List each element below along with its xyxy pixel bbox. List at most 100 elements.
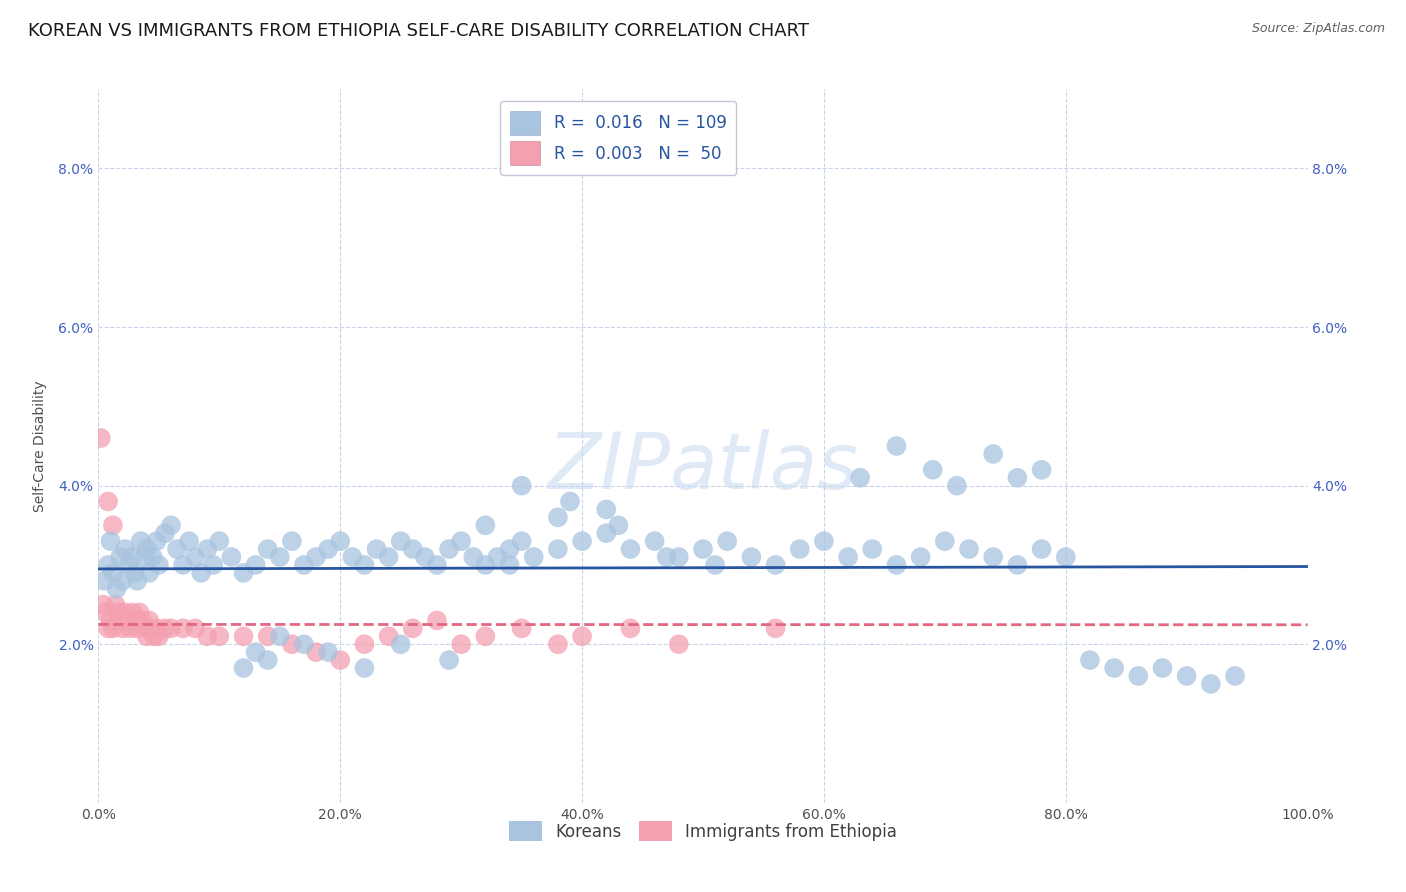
Point <box>221 549 243 564</box>
Point <box>523 549 546 564</box>
Point <box>101 621 124 635</box>
Point <box>619 542 641 557</box>
Point <box>97 621 120 635</box>
Point <box>849 471 872 485</box>
Point <box>208 534 231 549</box>
Point <box>957 542 980 557</box>
Point <box>97 494 120 508</box>
Point <box>668 549 690 564</box>
Point <box>142 549 165 564</box>
Point <box>353 637 375 651</box>
Point <box>607 518 630 533</box>
Point <box>571 629 593 643</box>
Point <box>292 637 315 651</box>
Point <box>860 542 883 557</box>
Point <box>94 606 117 620</box>
Point <box>402 621 425 635</box>
Point <box>195 542 218 557</box>
Point <box>148 558 170 572</box>
Point <box>190 566 212 580</box>
Point <box>558 494 581 508</box>
Point <box>316 542 339 557</box>
Point <box>437 653 460 667</box>
Point <box>111 621 134 635</box>
Point <box>377 549 399 564</box>
Point <box>138 614 160 628</box>
Point <box>121 549 143 564</box>
Point <box>129 534 152 549</box>
Point <box>269 549 291 564</box>
Point <box>1007 471 1029 485</box>
Point <box>934 534 956 549</box>
Text: ZIPatlas: ZIPatlas <box>547 429 859 506</box>
Point <box>1078 653 1101 667</box>
Point <box>1128 669 1150 683</box>
Point <box>100 614 122 628</box>
Point <box>571 534 593 549</box>
Point <box>93 574 115 588</box>
Point <box>655 549 678 564</box>
Point <box>256 653 278 667</box>
Point <box>292 558 315 572</box>
Point <box>114 542 136 557</box>
Point <box>510 621 533 635</box>
Point <box>450 534 472 549</box>
Point <box>179 534 201 549</box>
Point <box>921 463 943 477</box>
Point <box>160 518 183 533</box>
Point <box>111 574 134 588</box>
Point <box>145 621 167 635</box>
Point <box>595 526 617 541</box>
Point <box>547 542 569 557</box>
Point <box>329 653 352 667</box>
Point <box>160 621 183 635</box>
Point <box>837 549 859 564</box>
Point <box>135 629 157 643</box>
Point <box>692 542 714 557</box>
Point <box>184 621 207 635</box>
Point <box>740 549 762 564</box>
Point <box>134 621 156 635</box>
Point <box>281 637 304 651</box>
Point <box>135 542 157 557</box>
Point <box>366 542 388 557</box>
Text: KOREAN VS IMMIGRANTS FROM ETHIOPIA SELF-CARE DISABILITY CORRELATION CHART: KOREAN VS IMMIGRANTS FROM ETHIOPIA SELF-… <box>28 22 808 40</box>
Point <box>138 566 160 580</box>
Point <box>1152 661 1174 675</box>
Point <box>145 534 167 549</box>
Point <box>1102 661 1125 675</box>
Point <box>101 566 124 580</box>
Point <box>1175 669 1198 683</box>
Point <box>1199 677 1222 691</box>
Point <box>281 534 304 549</box>
Point <box>474 518 496 533</box>
Point <box>104 598 127 612</box>
Point <box>426 558 449 572</box>
Point <box>117 614 139 628</box>
Point <box>886 558 908 572</box>
Point <box>105 582 128 596</box>
Point <box>148 629 170 643</box>
Point <box>245 558 267 572</box>
Point <box>910 549 932 564</box>
Point <box>134 549 156 564</box>
Point <box>595 502 617 516</box>
Point <box>305 645 328 659</box>
Point <box>153 621 176 635</box>
Point <box>208 629 231 643</box>
Point <box>486 549 509 564</box>
Point <box>450 637 472 651</box>
Point <box>127 574 149 588</box>
Point <box>1054 549 1077 564</box>
Point <box>402 542 425 557</box>
Point <box>131 614 153 628</box>
Point <box>498 558 520 572</box>
Point <box>426 614 449 628</box>
Point <box>1223 669 1246 683</box>
Point <box>329 534 352 549</box>
Point <box>91 598 114 612</box>
Y-axis label: Self-Care Disability: Self-Care Disability <box>34 380 48 512</box>
Point <box>946 478 969 492</box>
Point <box>547 637 569 651</box>
Point <box>107 606 129 620</box>
